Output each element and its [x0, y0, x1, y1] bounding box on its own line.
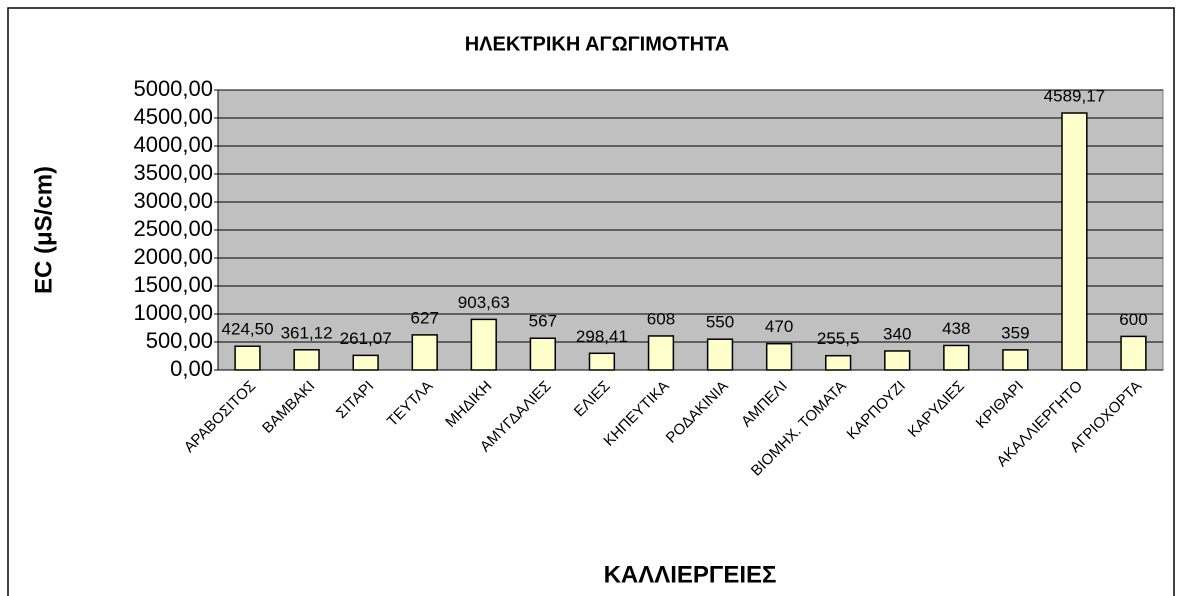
- bar: [1120, 335, 1147, 371]
- bar: [706, 338, 734, 371]
- data-label: 627: [411, 308, 439, 327]
- data-label: 261,07: [340, 329, 392, 348]
- y-tick-label: 4000,00: [133, 132, 213, 157]
- data-label: 424,50: [222, 320, 274, 339]
- bar: [884, 350, 911, 371]
- y-tick-label: 3500,00: [133, 160, 213, 185]
- data-label: 438: [942, 319, 970, 338]
- bar: [588, 352, 616, 371]
- bar: [234, 345, 261, 371]
- data-label: 4589,17: [1044, 86, 1105, 105]
- bar: [470, 318, 497, 371]
- data-label: 550: [706, 313, 734, 332]
- y-tick-label: 3000,00: [133, 188, 213, 213]
- data-label: 600: [1119, 310, 1147, 329]
- data-label: 255,5: [817, 329, 860, 348]
- bar: [293, 349, 320, 371]
- data-label: 608: [647, 309, 675, 328]
- bar: [825, 354, 852, 371]
- data-label: 903,63: [458, 293, 510, 312]
- bar: [765, 342, 793, 371]
- y-axis-label: EC (μS/cm): [30, 166, 57, 294]
- y-tick-label: 1000,00: [133, 300, 213, 325]
- bar: [529, 337, 556, 371]
- y-tick-label: 2500,00: [133, 216, 213, 241]
- y-tick-label: 2000,00: [133, 244, 213, 269]
- data-label: 298,41: [576, 327, 628, 346]
- data-label: 340: [883, 324, 911, 343]
- bar: [352, 354, 379, 371]
- bar: [943, 344, 970, 371]
- data-label: 470: [765, 317, 793, 336]
- y-tick-label: 4500,00: [133, 104, 213, 129]
- y-tick-label: 1500,00: [133, 272, 213, 297]
- x-axis-label: ΚΑΛΛΙΕΡΓΕΙΕΣ: [604, 561, 777, 588]
- data-label: 567: [529, 312, 557, 331]
- y-tick-label: 0,00: [170, 356, 213, 381]
- data-label: 359: [1001, 323, 1029, 342]
- bar: [647, 335, 675, 371]
- y-tick-label: 5000,00: [133, 76, 213, 101]
- bar: [1061, 112, 1088, 371]
- y-tick-label: 500,00: [146, 328, 213, 353]
- bar: [1002, 349, 1029, 371]
- chart-title: ΗΛΕΚΤΡΙΚΗ ΑΓΩΓΙΜΟΤΗΤΑ: [465, 33, 730, 55]
- bar: [411, 334, 438, 371]
- data-label: 361,12: [281, 323, 333, 342]
